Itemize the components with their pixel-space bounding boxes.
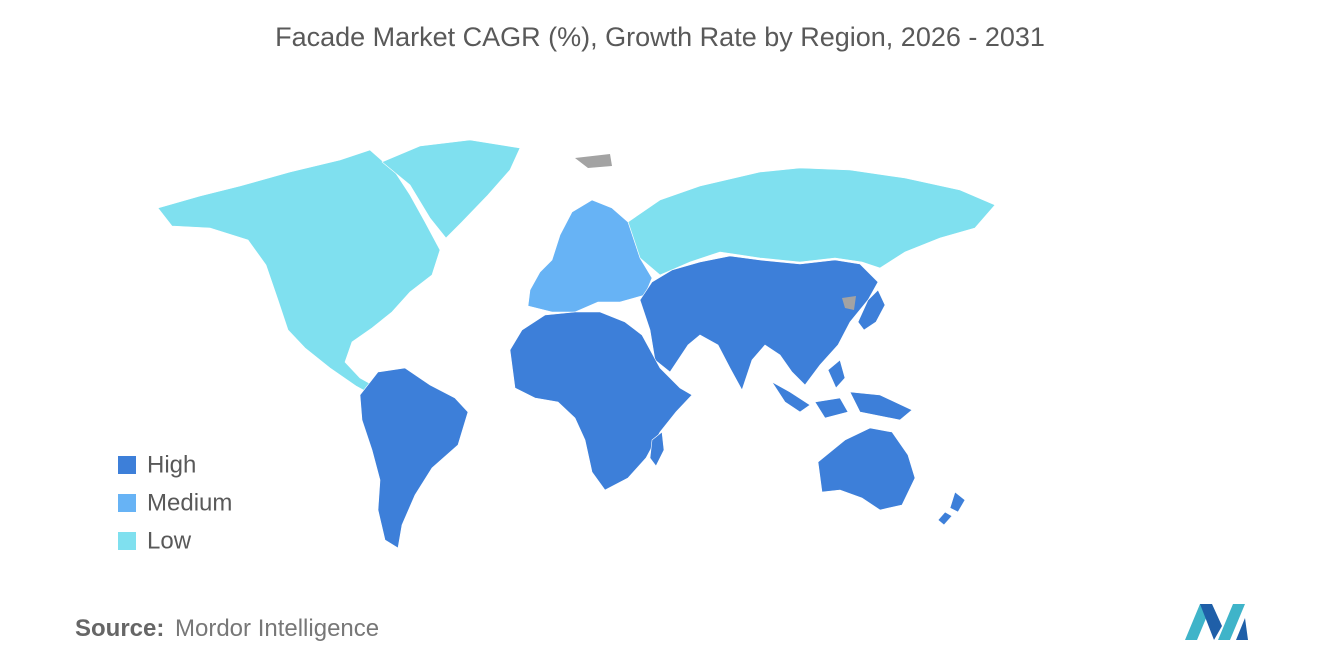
source-label: Source: — [75, 615, 164, 642]
greenland — [381, 139, 521, 239]
world-map — [157, 139, 996, 549]
australia — [817, 427, 916, 511]
chart-title: Facade Market CAGR (%), Growth Rate by R… — [275, 22, 1045, 52]
japan — [857, 289, 886, 331]
legend-swatch — [118, 456, 136, 474]
source-text: Mordor Intelligence — [175, 615, 379, 642]
logo — [1185, 604, 1248, 640]
madagascar — [649, 431, 665, 467]
legend-swatch — [118, 494, 136, 512]
north-america — [157, 149, 441, 399]
europe — [527, 199, 653, 313]
legend: High Medium Low — [118, 451, 232, 554]
legend-label: Medium — [147, 489, 232, 516]
africa — [509, 311, 693, 491]
russia — [627, 167, 996, 276]
asia — [639, 255, 879, 391]
legend-label: High — [147, 451, 196, 478]
new-zealand — [937, 491, 966, 526]
southeast-asia-islands — [771, 359, 913, 421]
legend-swatch — [118, 532, 136, 550]
legend-label: Low — [147, 527, 192, 554]
south-america — [359, 367, 469, 549]
